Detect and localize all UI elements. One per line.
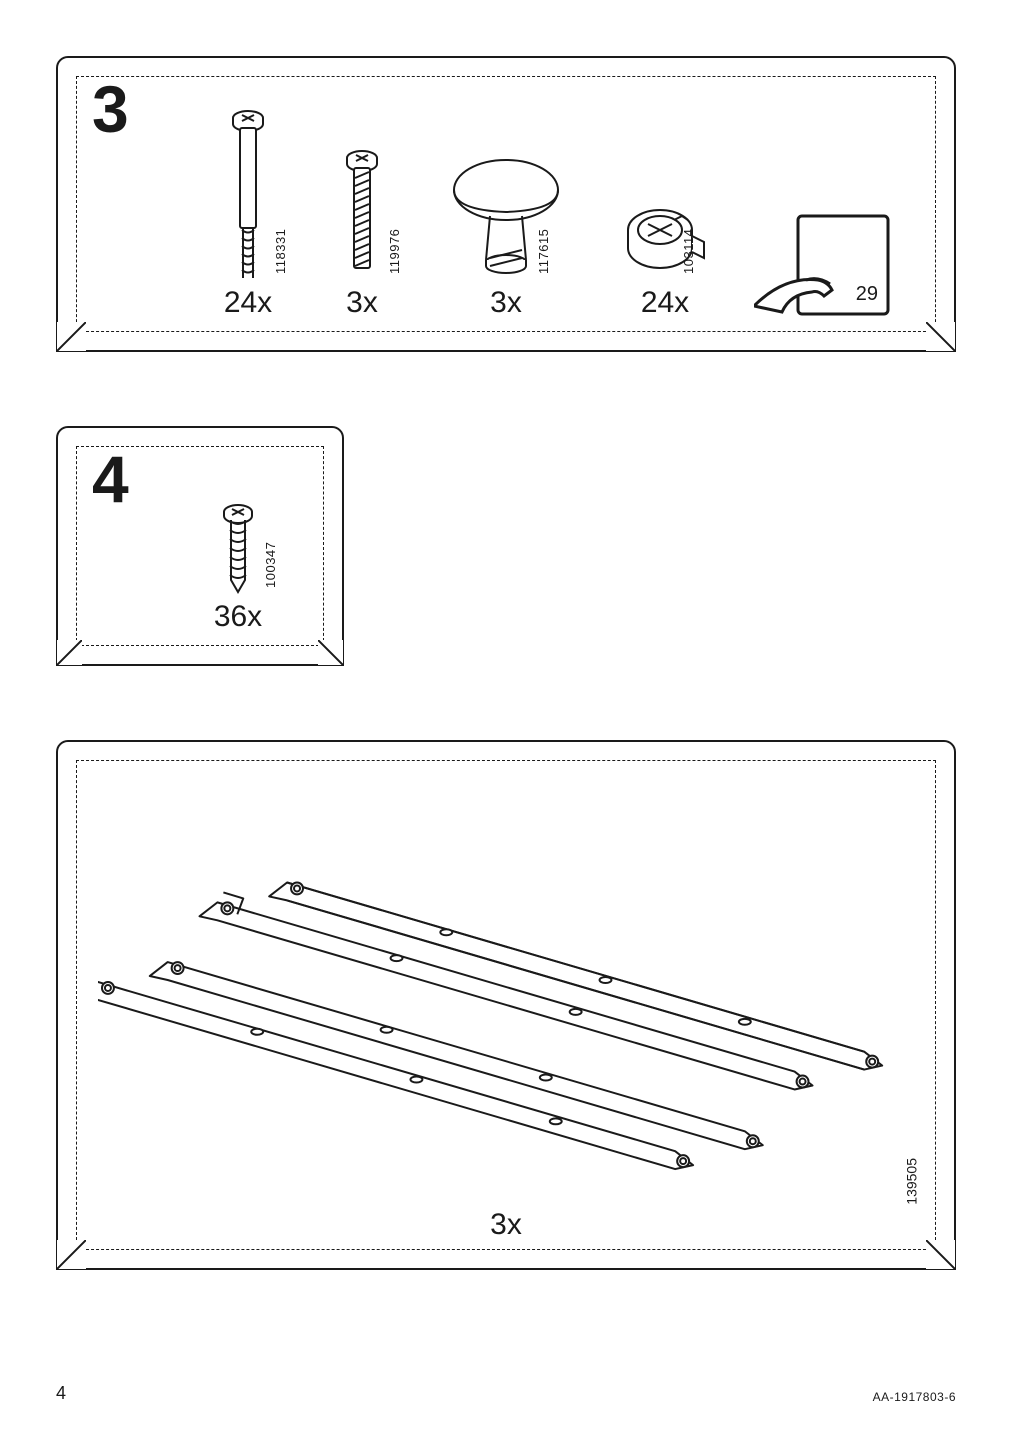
hardware-bag-rails: 139505 3x <box>56 740 956 1270</box>
bag-notch <box>318 640 344 666</box>
part-number: 118331 <box>273 229 288 274</box>
see-booklet-callout: 29 <box>754 210 894 320</box>
cam-lock-icon <box>620 200 710 280</box>
drawer-rails-illustration <box>98 766 914 1198</box>
instruction-page: 3 118 <box>0 0 1012 1432</box>
screw-icon <box>218 504 258 594</box>
bag-notch <box>56 640 82 666</box>
hardware-item: 117615 3x <box>436 150 576 320</box>
bag-contents: 100347 36x <box>88 458 312 634</box>
bag-notch <box>56 322 86 352</box>
quantity-label: 24x <box>641 286 689 320</box>
hardware-item: 100347 36x <box>198 504 278 634</box>
drawer-rails-icon <box>98 766 914 1198</box>
bag-notch <box>56 1240 86 1270</box>
booklet-page-ref: 29 <box>856 283 878 306</box>
quantity-label: 3x <box>490 286 522 320</box>
document-number: AA-1917803-6 <box>873 1390 956 1404</box>
part-number: 119976 <box>387 229 402 274</box>
quantity-label: 3x <box>58 1208 954 1242</box>
quantity-label: 3x <box>346 286 378 320</box>
hardware-bag-3: 3 118 <box>56 56 956 352</box>
part-number: 139505 <box>904 1158 920 1205</box>
part-number: 100347 <box>263 542 278 588</box>
bag-notch <box>926 1240 956 1270</box>
hardware-bag-4: 4 100347 36x <box>56 426 344 666</box>
page-footer: 4 AA-1917803-6 <box>56 1383 956 1404</box>
bag-contents: 118331 24x <box>88 88 924 320</box>
hardware-item: 119976 3x <box>322 150 402 320</box>
page-number: 4 <box>56 1383 66 1404</box>
bolt-long-icon <box>225 110 271 280</box>
part-number: 117615 <box>536 229 551 274</box>
part-number: 103114 <box>681 229 696 274</box>
quantity-label: 36x <box>214 600 262 634</box>
bag-notch <box>926 322 956 352</box>
hardware-item: 118331 24x <box>208 110 288 320</box>
bolt-short-icon <box>339 150 385 280</box>
quantity-label: 24x <box>224 286 272 320</box>
hardware-item: 103114 24x <box>610 200 720 320</box>
